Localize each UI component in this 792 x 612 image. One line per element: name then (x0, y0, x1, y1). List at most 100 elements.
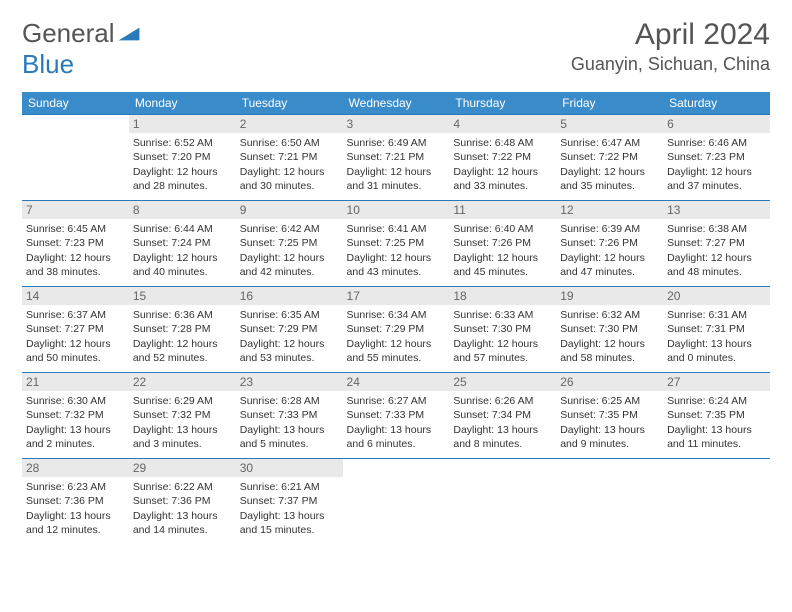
sunset-line: Sunset: 7:24 PM (133, 236, 232, 250)
daylight-line: Daylight: 13 hours and 12 minutes. (26, 509, 125, 537)
daylight-line: Daylight: 13 hours and 3 minutes. (133, 423, 232, 451)
calendar-cell: 4Sunrise: 6:48 AMSunset: 7:22 PMDaylight… (449, 115, 556, 201)
day-number: 24 (343, 373, 450, 391)
day-header: Tuesday (236, 92, 343, 115)
daylight-line: Daylight: 12 hours and 50 minutes. (26, 337, 125, 365)
day-number: 26 (556, 373, 663, 391)
calendar-cell: 2Sunrise: 6:50 AMSunset: 7:21 PMDaylight… (236, 115, 343, 201)
sunset-line: Sunset: 7:23 PM (667, 150, 766, 164)
daylight-line: Daylight: 13 hours and 14 minutes. (133, 509, 232, 537)
sunset-line: Sunset: 7:25 PM (240, 236, 339, 250)
calendar-cell: 16Sunrise: 6:35 AMSunset: 7:29 PMDayligh… (236, 287, 343, 373)
calendar-table: SundayMondayTuesdayWednesdayThursdayFrid… (22, 92, 770, 543)
day-number: 22 (129, 373, 236, 391)
calendar-cell: 21Sunrise: 6:30 AMSunset: 7:32 PMDayligh… (22, 373, 129, 459)
calendar-cell: 24Sunrise: 6:27 AMSunset: 7:33 PMDayligh… (343, 373, 450, 459)
day-number: 6 (663, 115, 770, 133)
sunrise-line: Sunrise: 6:45 AM (26, 222, 125, 236)
sunset-line: Sunset: 7:22 PM (453, 150, 552, 164)
calendar-cell: 6Sunrise: 6:46 AMSunset: 7:23 PMDaylight… (663, 115, 770, 201)
sunrise-line: Sunrise: 6:52 AM (133, 136, 232, 150)
daylight-line: Daylight: 13 hours and 9 minutes. (560, 423, 659, 451)
day-number: 12 (556, 201, 663, 219)
logo-triangle-icon (117, 18, 141, 48)
day-number: 29 (129, 459, 236, 477)
sunrise-line: Sunrise: 6:31 AM (667, 308, 766, 322)
sunset-line: Sunset: 7:37 PM (240, 494, 339, 508)
sunrise-line: Sunrise: 6:44 AM (133, 222, 232, 236)
daylight-line: Daylight: 12 hours and 30 minutes. (240, 165, 339, 193)
daylight-line: Daylight: 12 hours and 28 minutes. (133, 165, 232, 193)
day-number: 20 (663, 287, 770, 305)
sunset-line: Sunset: 7:32 PM (26, 408, 125, 422)
calendar-cell: 18Sunrise: 6:33 AMSunset: 7:30 PMDayligh… (449, 287, 556, 373)
sunset-line: Sunset: 7:28 PM (133, 322, 232, 336)
sunrise-line: Sunrise: 6:26 AM (453, 394, 552, 408)
sunset-line: Sunset: 7:30 PM (453, 322, 552, 336)
sunset-line: Sunset: 7:36 PM (26, 494, 125, 508)
daylight-line: Daylight: 12 hours and 58 minutes. (560, 337, 659, 365)
logo-text-2: Blue (22, 49, 74, 79)
daylight-line: Daylight: 12 hours and 35 minutes. (560, 165, 659, 193)
day-number: 9 (236, 201, 343, 219)
sunrise-line: Sunrise: 6:25 AM (560, 394, 659, 408)
day-number: 8 (129, 201, 236, 219)
daylight-line: Daylight: 13 hours and 11 minutes. (667, 423, 766, 451)
sunset-line: Sunset: 7:35 PM (667, 408, 766, 422)
calendar-cell: 1Sunrise: 6:52 AMSunset: 7:20 PMDaylight… (129, 115, 236, 201)
day-number: 2 (236, 115, 343, 133)
daylight-line: Daylight: 12 hours and 53 minutes. (240, 337, 339, 365)
sunrise-line: Sunrise: 6:36 AM (133, 308, 232, 322)
sunset-line: Sunset: 7:27 PM (26, 322, 125, 336)
day-number: 18 (449, 287, 556, 305)
calendar-cell: 17Sunrise: 6:34 AMSunset: 7:29 PMDayligh… (343, 287, 450, 373)
day-number: 15 (129, 287, 236, 305)
calendar-head: SundayMondayTuesdayWednesdayThursdayFrid… (22, 92, 770, 115)
sunrise-line: Sunrise: 6:22 AM (133, 480, 232, 494)
title-block: April 2024 Guanyin, Sichuan, China (571, 18, 770, 75)
calendar-cell: 27 Sunrise: 6:24 AMSunset: 7:35 PMDayligh… (663, 373, 770, 459)
calendar-cell: 8Sunrise: 6:44 AMSunset: 7:24 PMDaylight… (129, 201, 236, 287)
sunset-line: Sunset: 7:36 PM (133, 494, 232, 508)
daylight-line: Daylight: 13 hours and 15 minutes. (240, 509, 339, 537)
day-number: 25 (449, 373, 556, 391)
daylight-line: Daylight: 12 hours and 55 minutes. (347, 337, 446, 365)
sunrise-line: Sunrise: 6:38 AM (667, 222, 766, 236)
calendar-cell: 29 Sunrise: 6:22 AMSunset: 7:36 PMDayligh… (129, 459, 236, 543)
day-number: 28 (22, 459, 129, 477)
daylight-line: Daylight: 12 hours and 45 minutes. (453, 251, 552, 279)
calendar-cell: 10Sunrise: 6:41 AMSunset: 7:25 PMDayligh… (343, 201, 450, 287)
day-number: 21 (22, 373, 129, 391)
calendar-cell (556, 459, 663, 543)
sunrise-line: Sunrise: 6:35 AM (240, 308, 339, 322)
sunrise-line: Sunrise: 6:39 AM (560, 222, 659, 236)
calendar-cell: 15Sunrise: 6:36 AMSunset: 7:28 PMDayligh… (129, 287, 236, 373)
sunrise-line: Sunrise: 6:42 AM (240, 222, 339, 236)
calendar-cell: 25Sunrise: 6:26 AMSunset: 7:34 PMDayligh… (449, 373, 556, 459)
day-number: 19 (556, 287, 663, 305)
day-number: 4 (449, 115, 556, 133)
sunset-line: Sunset: 7:33 PM (347, 408, 446, 422)
sunrise-line: Sunrise: 6:50 AM (240, 136, 339, 150)
sunset-line: Sunset: 7:22 PM (560, 150, 659, 164)
calendar-cell: 14Sunrise: 6:37 AMSunset: 7:27 PMDayligh… (22, 287, 129, 373)
daylight-line: Daylight: 12 hours and 47 minutes. (560, 251, 659, 279)
calendar-cell: 22Sunrise: 6:29 AMSunset: 7:32 PMDayligh… (129, 373, 236, 459)
sunset-line: Sunset: 7:25 PM (347, 236, 446, 250)
sunrise-line: Sunrise: 6:47 AM (560, 136, 659, 150)
day-number: 14 (22, 287, 129, 305)
sunrise-line: Sunrise: 6:23 AM (26, 480, 125, 494)
calendar-cell: 30Sunrise: 6:21 AMSunset: 7:37 PMDayligh… (236, 459, 343, 543)
sunrise-line: Sunrise: 6:33 AM (453, 308, 552, 322)
day-header: Saturday (663, 92, 770, 115)
sunrise-line: Sunrise: 6:32 AM (560, 308, 659, 322)
month-title: April 2024 (571, 18, 770, 52)
sunset-line: Sunset: 7:29 PM (347, 322, 446, 336)
sunrise-line: Sunrise: 6:21 AM (240, 480, 339, 494)
calendar-cell: 7Sunrise: 6:45 AMSunset: 7:23 PMDaylight… (22, 201, 129, 287)
sunset-line: Sunset: 7:26 PM (453, 236, 552, 250)
calendar-cell: 23Sunrise: 6:28 AMSunset: 7:33 PMDayligh… (236, 373, 343, 459)
daylight-line: Daylight: 13 hours and 5 minutes. (240, 423, 339, 451)
day-number: 27 (663, 373, 770, 391)
sunrise-line: Sunrise: 6:24 AM (667, 394, 766, 408)
